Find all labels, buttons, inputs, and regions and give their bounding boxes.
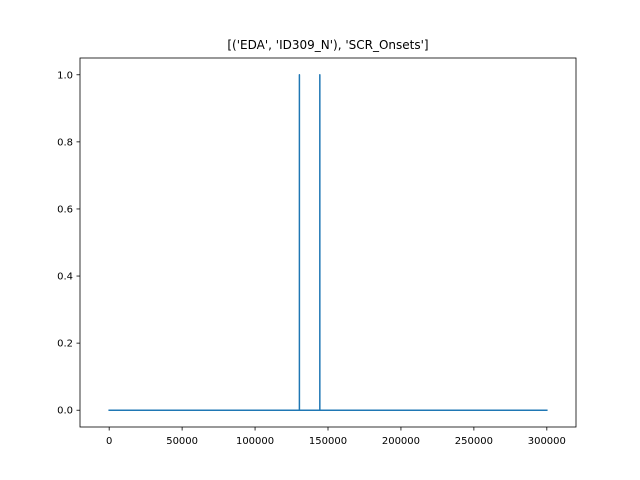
x-tick-label: 0 [106,436,112,447]
x-tick-label: 200000 [382,436,420,447]
y-tick-label: 0.4 [57,272,73,283]
plot-layer: 0 50000 100000 150000 200000 250000 300000 0.0 0… [57,57,577,447]
x-tick-label: 250000 [455,436,493,447]
series-line-0 [108,74,548,411]
x-tick-label: 100000 [236,436,274,447]
y-tick-label: 0.2 [57,339,73,350]
x-tick-label: 50000 [166,436,198,447]
y-tick-label: 1.0 [57,70,73,81]
y-tick-label: 0.6 [57,204,73,215]
y-tick-label: 0.0 [57,406,73,417]
chart-title: [('EDA', 'ID309_N'), 'SCR_Onsets'] [227,38,428,52]
x-tick-label: 300000 [528,436,566,447]
y-tick-label: 0.8 [57,137,73,148]
x-tick-label: 150000 [309,436,347,447]
